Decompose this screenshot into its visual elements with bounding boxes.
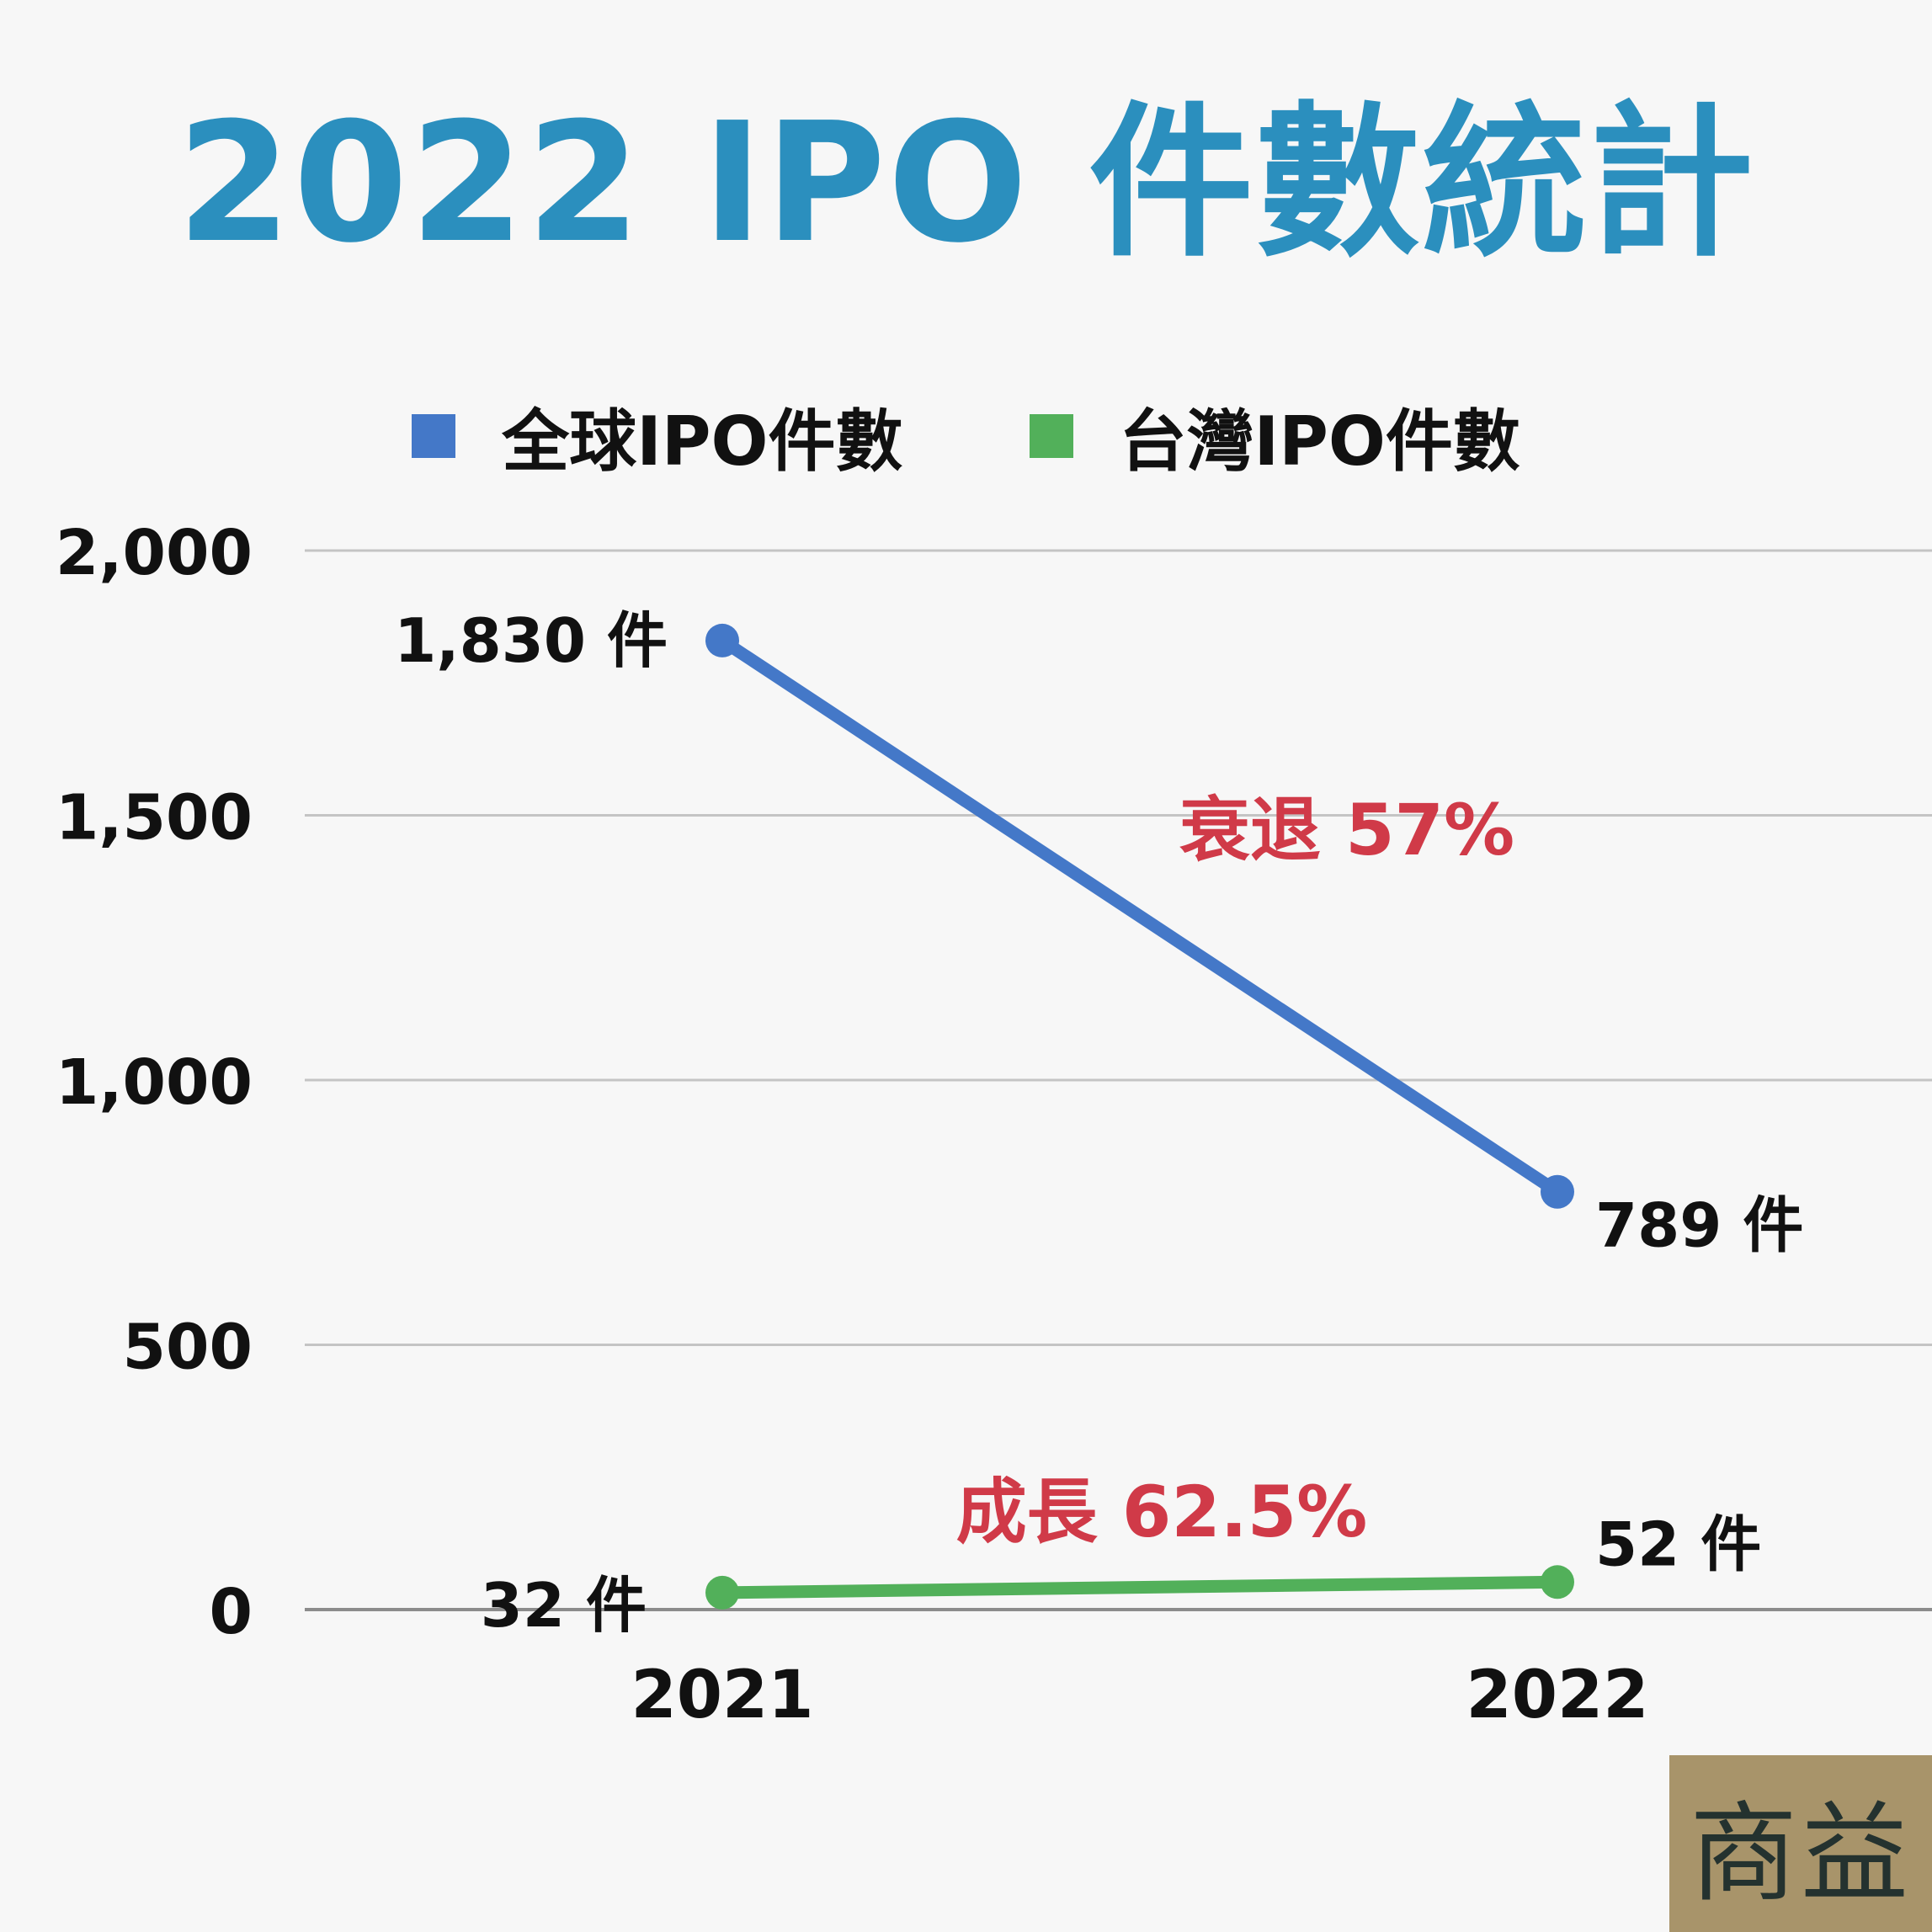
x-tick-label: 2021 [631,1658,813,1733]
data-label: 789 件 [1595,1190,1803,1261]
x-tick-label: 2022 [1466,1658,1648,1733]
data-label: 1,830 件 [394,605,668,676]
y-tick-label: 0 [210,1576,253,1648]
data-point [1541,1174,1574,1209]
annotation-label: 衰退 57% [1179,789,1514,871]
legend-swatch-taiwan [1029,414,1073,458]
series-line-0 [716,634,1564,1199]
y-tick-label: 500 [123,1312,253,1384]
legend-label-global: 全球IPO件數 [502,402,903,481]
legend-swatch-global [412,414,456,458]
y-tick-label: 1,000 [56,1046,253,1119]
chart-title: 2022 IPO 件數統計 [176,88,1756,279]
annotation-label: 成長 62.5% [956,1471,1368,1553]
data-point [1541,1565,1574,1599]
legend-item-taiwan: 台灣IPO件數 [1029,387,1520,485]
y-tick-label: 2,000 [56,517,253,589]
brand-logo: 商益 [1669,1755,1932,1932]
data-label: 32 件 [481,1570,647,1641]
y-tick-label: 1,500 [56,782,253,854]
data-label: 52 件 [1595,1509,1761,1579]
chart-legend: 全球IPO件數 台灣IPO件數 [0,387,1932,485]
data-point [705,1575,739,1610]
legend-label-taiwan: 台灣IPO件數 [1119,402,1520,481]
data-point [705,623,739,657]
series-line-1 [716,1575,1564,1599]
legend-item-global: 全球IPO件數 [412,387,903,485]
